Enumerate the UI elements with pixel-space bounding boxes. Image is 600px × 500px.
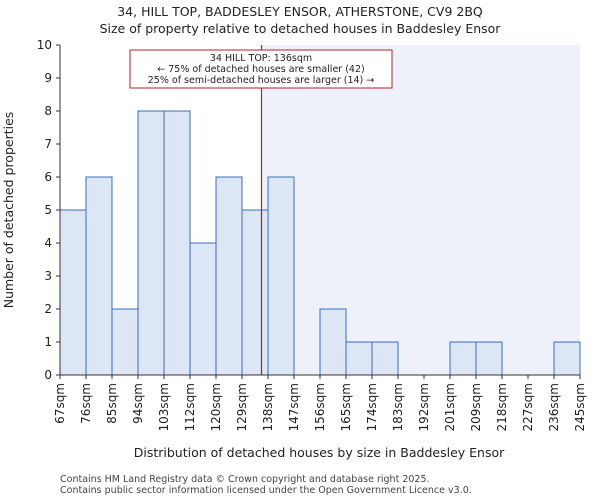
bar-67sqm [59, 209, 87, 376]
y-tick-label-0: 0 [44, 368, 52, 382]
y-tick-label-2: 2 [44, 302, 52, 316]
annotation-line-2: ← 75% of detached houses are smaller (42… [157, 64, 364, 75]
y-axis-label: Number of detached properties [1, 112, 16, 309]
x-tick-label-103sqm: 103sqm [157, 383, 171, 431]
x-tick-label-112sqm: 112sqm [183, 383, 197, 431]
chart-title: 34, HILL TOP, BADDESLEY ENSOR, ATHERSTON… [117, 4, 483, 19]
bar-112sqm [189, 242, 217, 376]
larger-shade-layer [261, 45, 580, 375]
chart-subtitle: Size of property relative to detached ho… [100, 21, 502, 36]
y-tick-label-1: 1 [44, 335, 52, 349]
x-tick-label-174sqm: 174sqm [365, 383, 379, 431]
x-tick-label-236sqm: 236sqm [547, 383, 561, 431]
x-tick-label-192sqm: 192sqm [417, 383, 431, 431]
bars-layer [59, 110, 581, 376]
property-annotation: 34 HILL TOP: 136sqm ← 75% of detached ho… [129, 49, 393, 89]
y-tick-label-3: 3 [44, 269, 52, 283]
bar-138sqm [267, 176, 295, 376]
annotation-box [129, 49, 393, 89]
y-ticks: 0 1 2 3 4 5 6 7 8 9 10 [37, 38, 60, 382]
x-tick-label-76sqm: 76sqm [79, 383, 93, 424]
x-tick-label-120sqm: 120sqm [209, 383, 223, 431]
larger-properties-shade [261, 45, 580, 375]
x-axis-label: Distribution of detached houses by size … [134, 445, 505, 460]
bar-103sqm [163, 110, 191, 376]
x-tick-label-129sqm: 129sqm [235, 383, 249, 431]
bar-76sqm [85, 176, 113, 376]
x-tick-label-85sqm: 85sqm [105, 383, 119, 424]
bar-165sqm [345, 341, 373, 376]
x-ticks: 67sqm 76sqm 85sqm 94sqm 103sqm 112sqm 120sqm 12… [53, 375, 587, 431]
x-tick-label-209sqm: 209sqm [469, 383, 483, 431]
x-tick-label-67sqm: 67sqm [53, 383, 67, 424]
x-tick-label-147sqm: 147sqm [287, 383, 301, 431]
annotation-line-1: 34 HILL TOP: 136sqm [210, 53, 312, 64]
x-tick-label-227sqm: 227sqm [521, 383, 535, 431]
bar-174sqm [371, 341, 399, 376]
annotation-line-3: 25% of semi-detached houses are larger (… [148, 75, 375, 86]
x-tick-label-94sqm: 94sqm [131, 383, 145, 424]
bar-156sqm [319, 308, 347, 376]
y-tick-label-6: 6 [44, 170, 52, 184]
bar-85sqm [111, 308, 139, 376]
y-tick-label-7: 7 [44, 137, 52, 151]
x-tick-label-183sqm: 183sqm [391, 383, 405, 431]
bar-129sqm [241, 209, 269, 376]
y-tick-label-5: 5 [44, 203, 52, 217]
bar-236sqm [553, 341, 581, 376]
bar-120sqm [215, 176, 243, 376]
y-tick-label-4: 4 [44, 236, 52, 250]
x-tick-label-218sqm: 218sqm [495, 383, 509, 431]
x-tick-label-165sqm: 165sqm [339, 383, 353, 431]
x-tick-label-138sqm: 138sqm [261, 383, 275, 431]
footer-line-1: Contains HM Land Registry data © Crown c… [60, 474, 430, 485]
bar-94sqm [137, 110, 165, 376]
x-tick-label-156sqm: 156sqm [313, 383, 327, 431]
y-tick-label-8: 8 [44, 104, 52, 118]
bar-201sqm [449, 341, 477, 376]
y-tick-label-9: 9 [44, 71, 52, 85]
y-tick-label-10: 10 [37, 38, 52, 52]
bar-209sqm [475, 341, 503, 376]
x-tick-label-201sqm: 201sqm [443, 383, 457, 431]
footer-line-2: Contains public sector information licen… [60, 485, 472, 496]
x-tick-label-245sqm: 245sqm [573, 383, 587, 431]
